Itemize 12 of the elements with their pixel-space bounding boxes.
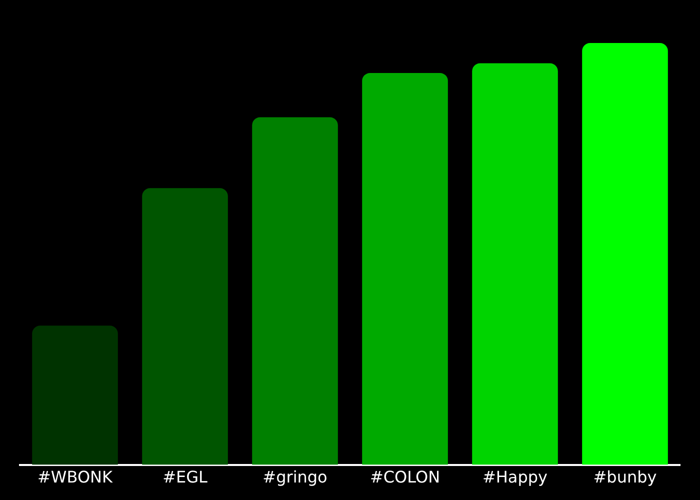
bar <box>472 63 558 465</box>
x-tick-label: #gringo <box>262 468 328 487</box>
bar <box>142 188 228 465</box>
x-tick-label: #WBONK <box>38 468 113 487</box>
bar <box>582 43 668 465</box>
x-tick-label: #EGL <box>162 468 208 487</box>
x-tick-label: #bunby <box>593 468 657 487</box>
bar <box>362 72 448 465</box>
x-tick-label: #Happy <box>482 468 548 487</box>
x-tick-label: #COLON <box>370 468 440 487</box>
bar <box>252 117 338 465</box>
bar <box>32 326 118 465</box>
